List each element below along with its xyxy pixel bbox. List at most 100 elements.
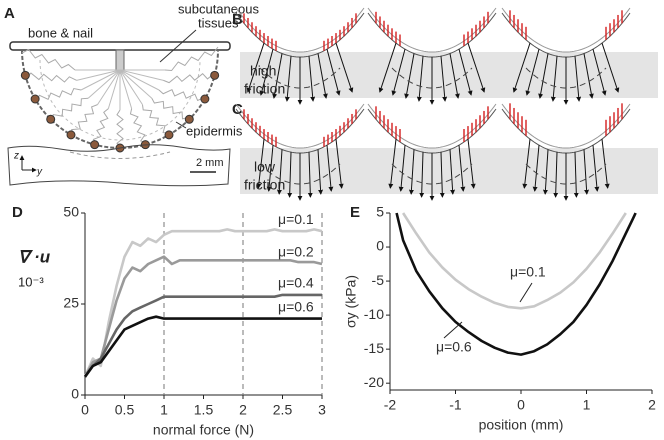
y-tick-label: -10 — [364, 306, 384, 322]
skin-label: epidermis — [186, 123, 243, 138]
tissue-label: tissues — [198, 15, 239, 30]
force-arrow — [542, 149, 549, 195]
series-label: μ=0.6 — [436, 339, 472, 355]
surface-curve — [235, 7, 365, 53]
node — [30, 94, 40, 104]
x-tick-label: 0.5 — [115, 402, 135, 418]
node — [90, 140, 100, 150]
y-axis-label: ∇ ·u — [18, 247, 51, 266]
node — [66, 130, 76, 140]
force-arrow — [440, 56, 448, 102]
force-arrow — [391, 49, 406, 96]
force-arrow — [553, 152, 559, 198]
node — [200, 94, 210, 104]
deformed-curve — [259, 163, 341, 185]
force-arrow — [419, 152, 425, 198]
force-arrow — [439, 152, 445, 198]
series-line — [83, 228, 323, 378]
spring — [164, 46, 219, 72]
y-tick-label: -15 — [364, 340, 384, 356]
spring — [119, 69, 164, 81]
surface-curve — [235, 108, 365, 154]
y-tick-label: 5 — [376, 204, 384, 220]
panel-letter: A — [4, 5, 15, 22]
spring — [92, 108, 109, 146]
force-arrow — [467, 139, 476, 189]
y-tick-label: 0 — [376, 238, 384, 254]
inner-arc — [39, 59, 201, 141]
surface-curve — [501, 12, 631, 58]
x-tick-label: 0 — [517, 397, 525, 413]
spring — [52, 97, 89, 122]
stem — [115, 49, 125, 71]
force-arrow — [259, 49, 274, 96]
bone-bar — [9, 41, 231, 51]
spring — [21, 48, 76, 71]
force-arrow — [307, 152, 313, 198]
spring — [36, 87, 82, 102]
force-arrow — [583, 53, 594, 99]
spring — [129, 108, 149, 145]
spring — [80, 69, 121, 91]
substrate — [7, 144, 231, 187]
x-tick-label: -2 — [384, 397, 397, 413]
y-tick-label: -20 — [364, 374, 384, 390]
spring — [119, 69, 143, 105]
x-tick-label: 1.5 — [194, 402, 214, 418]
band-label: friction — [244, 177, 285, 193]
force-arrow — [458, 145, 466, 192]
force-arrow — [573, 152, 579, 198]
force-arrow — [408, 149, 415, 195]
force-arrow — [246, 42, 265, 93]
node — [184, 114, 194, 124]
force-arrow — [308, 56, 316, 102]
spring — [97, 69, 121, 105]
x-tick-label: 0 — [81, 402, 89, 418]
series-label: μ=0.1 — [510, 264, 546, 280]
spring — [158, 88, 207, 102]
scale-label: 2 mm — [196, 157, 224, 169]
y-tick-label: -5 — [372, 272, 385, 288]
panel-letter: E — [350, 204, 360, 221]
surface-curve — [367, 7, 497, 53]
spring — [142, 104, 172, 134]
force-arrow — [287, 152, 293, 198]
spring — [119, 69, 153, 99]
force-arrow — [550, 56, 558, 102]
spring — [107, 69, 121, 109]
force-arrow — [532, 145, 540, 192]
spring — [71, 104, 98, 137]
force-arrow — [592, 145, 600, 192]
y-axis-unit: 10⁻³ — [18, 274, 44, 289]
y-tick-label: 25 — [63, 295, 79, 311]
node — [46, 114, 56, 124]
force-arrow — [326, 145, 334, 192]
label-pointer — [519, 282, 533, 303]
force-arrow — [404, 53, 415, 99]
force-arrow — [449, 149, 456, 195]
x-tick-label: 1 — [160, 402, 168, 418]
force-arrow — [467, 42, 486, 93]
deformed-curve — [259, 67, 341, 89]
pointer — [175, 121, 187, 129]
x-tick-label: -1 — [449, 397, 462, 413]
panel-a: A bone & nail subcutaneous tissues epide… — [4, 1, 259, 187]
label-pointer — [443, 321, 463, 339]
spring — [151, 98, 192, 120]
surface-curve — [501, 7, 631, 53]
y-axis-label: σy (kPa) — [343, 275, 359, 328]
tissue-label: subcutaneous — [178, 1, 259, 16]
bar-label: bone & nail — [28, 25, 93, 40]
spring — [116, 109, 124, 149]
force-arrow — [326, 49, 341, 96]
force-arrow — [592, 49, 607, 96]
spring — [163, 72, 216, 84]
force-arrow — [522, 139, 531, 189]
force-arrow — [601, 42, 620, 93]
spring — [119, 69, 160, 91]
axis-label: z — [13, 151, 19, 162]
panel-letter: C — [232, 101, 243, 118]
panel-letter: D — [12, 204, 23, 221]
force-arrow — [335, 42, 354, 93]
force-arrow — [317, 149, 324, 195]
